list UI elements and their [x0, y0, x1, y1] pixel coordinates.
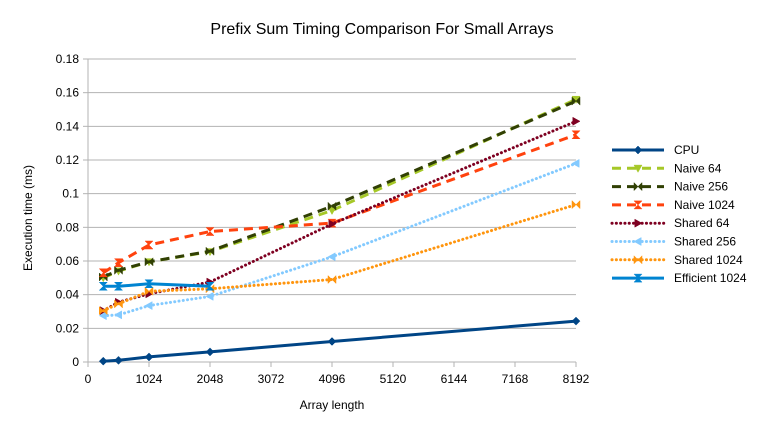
axes: 0 0.02 0.04 0.06 0.08 0.1 0.12 0.14 0.16 0.18 0 102… [56, 52, 590, 386]
series-shared-256 [98, 158, 580, 321]
data-point [571, 130, 581, 139]
x-tick-label: 7168 [502, 372, 529, 386]
data-point [144, 286, 154, 296]
legend-swatch-marker [633, 273, 643, 283]
y-tick-label: 0.1 [62, 187, 79, 201]
legend-swatch-marker [633, 164, 643, 173]
legend-label: Shared 256 [674, 235, 736, 249]
x-tick-label: 2048 [197, 372, 224, 386]
series-shared-1024 [99, 200, 581, 316]
legend-swatch-marker [633, 200, 643, 210]
y-tick-label: 0.04 [56, 288, 80, 302]
series-line [103, 319, 577, 363]
legend-item: Shared 256 [610, 235, 736, 249]
legend-item: Shared 1024 [610, 253, 743, 267]
legend-item: Efficient 1024 [612, 271, 747, 285]
x-tick-label: 5120 [380, 372, 407, 386]
series-efficient-1024 [98, 279, 215, 291]
y-tick-label: 0.14 [56, 119, 80, 133]
series-line [102, 133, 577, 275]
legend-item: CPU [612, 143, 699, 157]
legend-label: Shared 64 [674, 216, 730, 230]
data-point [144, 301, 153, 311]
data-point [205, 291, 214, 301]
legend: CPU Naive 64 Naive 256 Naive 1024 Shared 64 S… [610, 143, 747, 285]
data-point [327, 274, 337, 285]
legend-item: Shared 64 [610, 216, 730, 230]
data-point [327, 201, 337, 211]
data-point [205, 227, 215, 236]
legend-item: Naive 1024 [612, 198, 735, 212]
y-tick-label: 0.06 [56, 254, 80, 268]
data-point [327, 207, 337, 216]
data-point [114, 265, 123, 275]
data-point [205, 347, 215, 357]
legend-label: Efficient 1024 [674, 271, 747, 285]
data-point [144, 279, 154, 288]
data-point [113, 258, 124, 267]
data-point [114, 355, 123, 365]
y-tick-label: 0.12 [56, 153, 80, 167]
data-point [571, 200, 581, 210]
legend-item: Naive 64 [612, 161, 722, 175]
x-tick-label: 8192 [563, 372, 590, 386]
data-point [98, 268, 108, 278]
series-line [101, 119, 578, 313]
data-point [572, 116, 581, 126]
data-point [328, 219, 337, 229]
data-point [144, 257, 154, 267]
x-tick-label: 6144 [441, 372, 468, 386]
data-point [144, 240, 154, 250]
legend-label: CPU [674, 143, 699, 157]
legend-swatch-marker [633, 255, 643, 265]
data-point [98, 311, 107, 321]
data-point [114, 299, 123, 309]
legend-swatch-marker [633, 181, 643, 192]
data-point [327, 337, 337, 346]
data-point [571, 96, 581, 106]
y-axis-title: Execution time (ms) [21, 165, 35, 271]
data-point [113, 282, 124, 291]
data-point [144, 352, 154, 362]
data-point [205, 282, 215, 291]
series-cpu [98, 316, 581, 366]
series-naive-256 [99, 96, 581, 282]
data-point [98, 356, 108, 366]
x-tick-label: 4096 [319, 372, 346, 386]
data-point [205, 246, 215, 256]
legend-swatch-marker [633, 237, 642, 246]
legend-label: Naive 256 [674, 180, 728, 194]
chart-title: Prefix Sum Timing Comparison For Small A… [210, 21, 553, 38]
legend-label: Shared 1024 [674, 253, 743, 267]
y-tick-label: 0.18 [56, 52, 80, 66]
data-point [99, 306, 108, 316]
legend-swatch-marker [633, 145, 643, 155]
y-tick-label: 0 [72, 355, 79, 369]
x-tick-label: 1024 [136, 372, 163, 386]
data-point [571, 316, 581, 326]
y-tick-label: 0.16 [56, 86, 80, 100]
series-line [102, 99, 577, 279]
y-tick-label: 0.08 [56, 220, 80, 234]
legend-item: Naive 256 [612, 180, 728, 194]
data-point [327, 252, 336, 262]
series-group [98, 95, 581, 366]
legend-label: Naive 1024 [674, 198, 735, 212]
data-point [571, 158, 580, 168]
series-line [103, 282, 211, 288]
x-tick-label: 3072 [258, 372, 285, 386]
x-tick-label: 0 [85, 372, 92, 386]
data-point [113, 310, 122, 320]
data-point [98, 282, 108, 291]
y-tick-label: 0.02 [56, 321, 80, 335]
legend-label: Naive 64 [674, 161, 722, 175]
legend-swatch-marker [634, 218, 643, 228]
x-axis-title: Array length [300, 398, 365, 412]
